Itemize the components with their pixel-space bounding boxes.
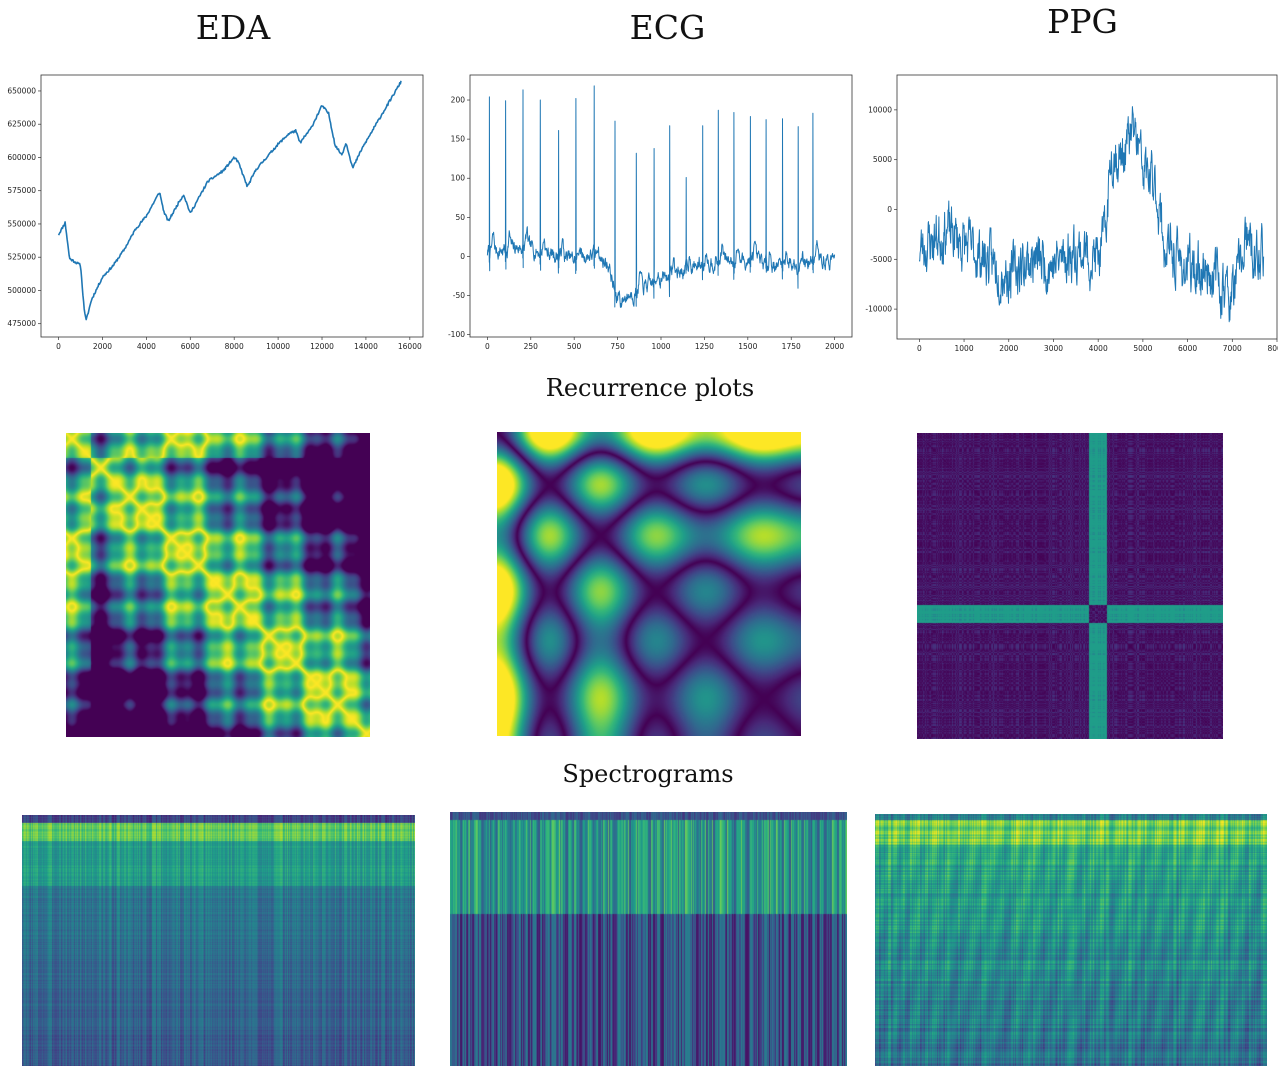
ecg-ytick-label: 0 — [460, 252, 465, 261]
eda-ytick-label: 650000 — [7, 86, 36, 95]
eda-xtick-label: 0 — [56, 342, 61, 351]
eda-ytick-label: 525000 — [7, 253, 36, 262]
ppg-ytick-label: 0 — [887, 205, 892, 214]
ecg-ytick-label: 100 — [451, 174, 466, 183]
eda-xtick-label: 12000 — [310, 342, 334, 351]
eda-xtick-label: 4000 — [137, 342, 156, 351]
eda-ytick-label: 500000 — [7, 286, 36, 295]
eda-ytick-label: 600000 — [7, 153, 36, 162]
eda-ytick-label: 550000 — [7, 219, 36, 228]
ppg-xtick-label: 0 — [917, 344, 922, 353]
ecg-xtick-label: 1750 — [782, 342, 801, 351]
eda-ytick-label: 575000 — [7, 186, 36, 195]
ppg-ytick-label: 10000 — [868, 105, 892, 114]
ecg-ytick-label: 50 — [455, 213, 465, 222]
eda-title: EDA — [195, 8, 271, 47]
ecg-recurrence-plot — [497, 432, 801, 736]
ppg-series-line — [918, 106, 1265, 323]
ecg-plot-frame — [469, 74, 853, 338]
eda-ytick-label: 625000 — [7, 120, 36, 129]
ecg-xtick-label: 1250 — [695, 342, 714, 351]
ecg-title: ECG — [629, 8, 706, 47]
eda-xtick-label: 14000 — [354, 342, 378, 351]
ecg-xtick-label: 2000 — [825, 342, 844, 351]
ppg-ytick-label: -10000 — [865, 305, 892, 314]
ecg-ytick-label: -100 — [448, 330, 465, 339]
ppg-xtick-label: 5000 — [1133, 344, 1152, 353]
ecg-ytick-label: 200 — [451, 96, 466, 105]
spectrograms-title: Spectrograms — [562, 760, 734, 788]
ppg-line-chart: 0 1000 2000 3000 4000 5000 6000 7000 8000 -10000 -… — [865, 74, 1278, 353]
ppg-xtick-label: 4000 — [1089, 344, 1108, 353]
ppg-xtick-label: 8000 — [1267, 344, 1278, 353]
eda-xtick-label: 10000 — [266, 342, 290, 351]
ecg-xtick-label: 0 — [485, 342, 490, 351]
eda-recurrence-plot — [66, 433, 370, 737]
ppg-xtick-label: 3000 — [1044, 344, 1063, 353]
ppg-spectrogram — [875, 814, 1267, 1066]
eda-xtick-label: 2000 — [93, 342, 112, 351]
ppg-ytick-label: 5000 — [873, 155, 892, 164]
eda-ytick-label: 475000 — [7, 319, 36, 328]
ppg-xtick-label: 1000 — [955, 344, 974, 353]
ppg-recurrence-plot — [917, 433, 1223, 739]
recurrence-plots-title: Recurrence plots — [545, 374, 755, 402]
eda-spectrogram — [22, 815, 415, 1066]
ecg-line-chart: 0 250 500 750 1000 1250 1500 1750 2000 -100 -50 0 50… — [448, 74, 853, 351]
ecg-xtick-label: 750 — [610, 342, 625, 351]
ppg-plot-frame — [896, 74, 1278, 340]
eda-series-line — [57, 80, 402, 321]
ecg-xtick-label: 1500 — [738, 342, 757, 351]
ppg-xtick-label: 2000 — [999, 344, 1018, 353]
ecg-xtick-label: 500 — [567, 342, 582, 351]
ecg-xtick-label: 250 — [524, 342, 539, 351]
eda-line-chart: 0 2000 4000 6000 8000 10000 12000 14000 16000 475… — [7, 74, 424, 351]
ecg-series-line — [486, 85, 836, 308]
eda-xtick-label: 8000 — [225, 342, 244, 351]
ppg-title: PPG — [1047, 2, 1118, 41]
eda-plot-frame — [40, 74, 424, 338]
ecg-ytick-label: -50 — [453, 291, 465, 300]
ecg-xtick-label: 1000 — [651, 342, 670, 351]
ppg-ytick-label: -5000 — [870, 255, 892, 264]
eda-xtick-label: 16000 — [398, 342, 422, 351]
ppg-xtick-label: 6000 — [1178, 344, 1197, 353]
ecg-spectrogram — [450, 812, 847, 1066]
ppg-xtick-label: 7000 — [1223, 344, 1242, 353]
eda-xtick-label: 6000 — [181, 342, 200, 351]
ecg-ytick-label: 150 — [451, 135, 466, 144]
